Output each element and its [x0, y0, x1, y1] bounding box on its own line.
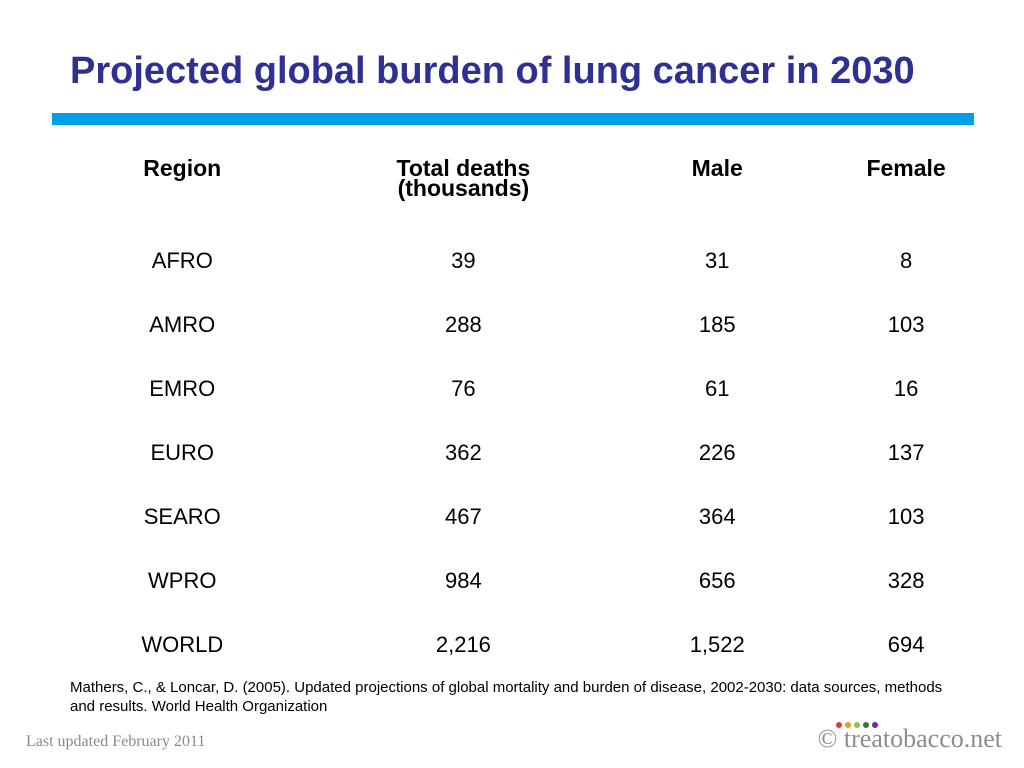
- cell-male: 185: [698, 312, 736, 337]
- table-header-row: Region Total deaths (thousands) Male Fem…: [50, 150, 990, 229]
- cell-total: 362: [445, 440, 482, 465]
- table-row: SEARO 467 364 103: [50, 485, 990, 549]
- brand-dot: [863, 722, 869, 728]
- copyright-symbol: ©: [817, 724, 838, 753]
- cell-female: 103: [887, 504, 925, 529]
- cell-region: SEARO: [143, 504, 221, 529]
- cell-male: 31: [704, 248, 730, 273]
- cell-region: EURO: [150, 440, 215, 465]
- cell-region: WORLD: [141, 632, 224, 657]
- cell-male: 226: [698, 440, 736, 465]
- source-citation: Mathers, C., & Loncar, D. (2005). Update…: [70, 679, 943, 715]
- cell-region: WPRO: [148, 568, 217, 593]
- cell-total: 39: [451, 248, 476, 273]
- cell-female: 328: [887, 568, 925, 593]
- brand-dots-icon: [836, 722, 878, 728]
- header-female: Female: [866, 155, 946, 181]
- brand-logo: © treatobacco.net: [818, 724, 1002, 754]
- cell-total: 76: [451, 376, 476, 401]
- header-total-line2: (thousands): [397, 175, 530, 201]
- brand-dot: [845, 722, 851, 728]
- table-row-world-total: WORLD 2,216 1,522 694: [50, 613, 990, 677]
- brand-dot: [854, 722, 860, 728]
- cell-total: 467: [445, 504, 482, 529]
- header-region: Region: [143, 155, 222, 181]
- cell-female: 8: [899, 248, 913, 273]
- cell-total: 984: [445, 568, 482, 593]
- brand-dot: [836, 722, 842, 728]
- table-row: EMRO 76 61 16: [50, 357, 990, 421]
- cell-region: EMRO: [149, 376, 216, 401]
- header-total-deaths: Total deaths (thousands): [315, 150, 613, 229]
- header-total-line1: Total deaths: [396, 155, 531, 181]
- cell-male: 656: [698, 568, 736, 593]
- last-updated-text: Last updated February 2011: [26, 733, 206, 750]
- cell-male: 364: [698, 504, 736, 529]
- cell-female: 694: [887, 632, 925, 657]
- brand-name: treatobacco.net: [843, 724, 1002, 753]
- table-row: AFRO 39 31 8: [50, 229, 990, 293]
- header-male: Male: [691, 155, 743, 181]
- table-row: WPRO 984 656 328: [50, 549, 990, 613]
- cell-region: AFRO: [151, 248, 213, 273]
- title-divider: [52, 113, 974, 125]
- cell-female: 16: [893, 376, 919, 401]
- lung-cancer-table: Region Total deaths (thousands) Male Fem…: [50, 150, 990, 677]
- cell-female: 137: [887, 440, 925, 465]
- cell-male: 61: [704, 376, 730, 401]
- cell-total: 2,216: [435, 632, 491, 657]
- cell-region: AMRO: [149, 312, 216, 337]
- table-row: AMRO 288 185 103: [50, 293, 990, 357]
- cell-total: 288: [445, 312, 482, 337]
- table-row: EURO 362 226 137: [50, 421, 990, 485]
- cell-male: 1,522: [689, 632, 745, 657]
- brand-dot: [872, 722, 878, 728]
- slide-title: Projected global burden of lung cancer i…: [70, 50, 915, 92]
- cell-female: 103: [887, 312, 925, 337]
